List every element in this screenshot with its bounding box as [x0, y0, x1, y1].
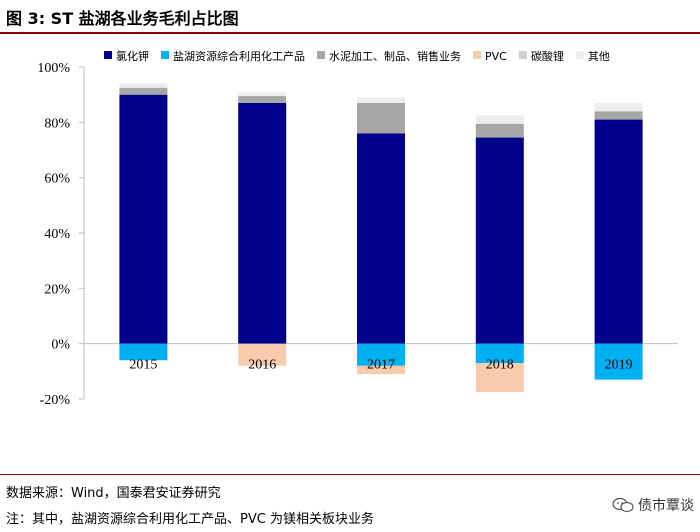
legend-label: 其他	[588, 50, 610, 63]
bars	[119, 83, 643, 393]
x-axis-categories: 2015 2016 2017 2018 2019	[129, 358, 632, 373]
y-tick-label: 80%	[44, 116, 70, 131]
legend-label: 盐湖资源综合利用化工产品	[173, 49, 305, 63]
y-axis: -20% 0% 20% 40% 60% 80% 100%	[37, 61, 85, 408]
y-tick-label: 60%	[44, 172, 70, 187]
legend-swatch	[575, 51, 584, 59]
legend-swatch	[473, 51, 481, 59]
x-category-label: 2016	[248, 358, 276, 373]
bar-segment	[357, 365, 405, 375]
bar-segment	[357, 343, 405, 366]
x-category-label: 2019	[605, 358, 633, 373]
bar-segment	[475, 343, 524, 364]
y-tick-label: 20%	[44, 282, 70, 297]
bar-segment	[475, 363, 524, 393]
bar-segment	[357, 133, 405, 344]
bar-segment	[594, 111, 643, 120]
bar-segment	[475, 137, 524, 344]
bar-segment	[119, 83, 168, 88]
y-tick-label: 40%	[44, 227, 70, 242]
legend-swatch	[104, 51, 112, 59]
bar-segment	[238, 102, 287, 344]
y-tick-label: 0%	[51, 338, 70, 353]
title-bar: 图 3: ST 盐湖各业务毛利占比图	[0, 0, 700, 34]
source-text: 数据来源：Wind，国泰君安证券研究	[6, 486, 221, 501]
legend-label: 水泥加工、制品、销售业务	[329, 49, 461, 63]
y-tick-label: 100%	[37, 61, 70, 76]
bar-segment	[119, 87, 168, 95]
legend-swatch	[317, 51, 325, 59]
wechat-icon	[612, 497, 634, 513]
x-category-label: 2015	[129, 358, 157, 373]
x-category-label: 2018	[486, 358, 514, 373]
bar-segment	[594, 119, 643, 344]
legend-label: 氯化钾	[116, 49, 149, 63]
bar-segment	[594, 102, 643, 112]
note-text: 注：其中，盐湖资源综合利用化工产品、PVC 为镁相关板块业务	[6, 512, 374, 527]
x-category-label: 2017	[367, 358, 395, 373]
legend: 氯化钾 盐湖资源综合利用化工产品 水泥加工、制品、销售业务 PVC 碳酸锂 其他	[104, 49, 610, 63]
legend-label: PVC	[485, 50, 507, 63]
bar-segment	[357, 102, 405, 134]
stacked-bar-chart: 氯化钾 盐湖资源综合利用化工产品 水泥加工、制品、销售业务 PVC 碳酸锂 其他 -20%…	[37, 49, 678, 408]
bar-segment	[119, 94, 168, 344]
chart-title: 图 3: ST 盐湖各业务毛利占比图	[6, 9, 239, 28]
bar-segment	[238, 91, 287, 97]
brand-name: 债市覃谈	[638, 498, 694, 514]
bar-segment	[238, 343, 287, 366]
legend-label: 碳酸锂	[531, 49, 564, 63]
brand-watermark: 债市覃谈	[612, 495, 694, 515]
bar-segment	[238, 96, 287, 103]
y-tick-label: -20%	[40, 393, 71, 408]
legend-swatch	[518, 51, 527, 59]
bar-segment	[594, 343, 643, 380]
bar-segment	[475, 115, 524, 124]
footer-divider	[0, 474, 700, 475]
bar-segment	[357, 97, 405, 103]
bar-segment	[119, 343, 168, 361]
bar-segment	[475, 123, 524, 138]
legend-swatch	[161, 51, 169, 59]
